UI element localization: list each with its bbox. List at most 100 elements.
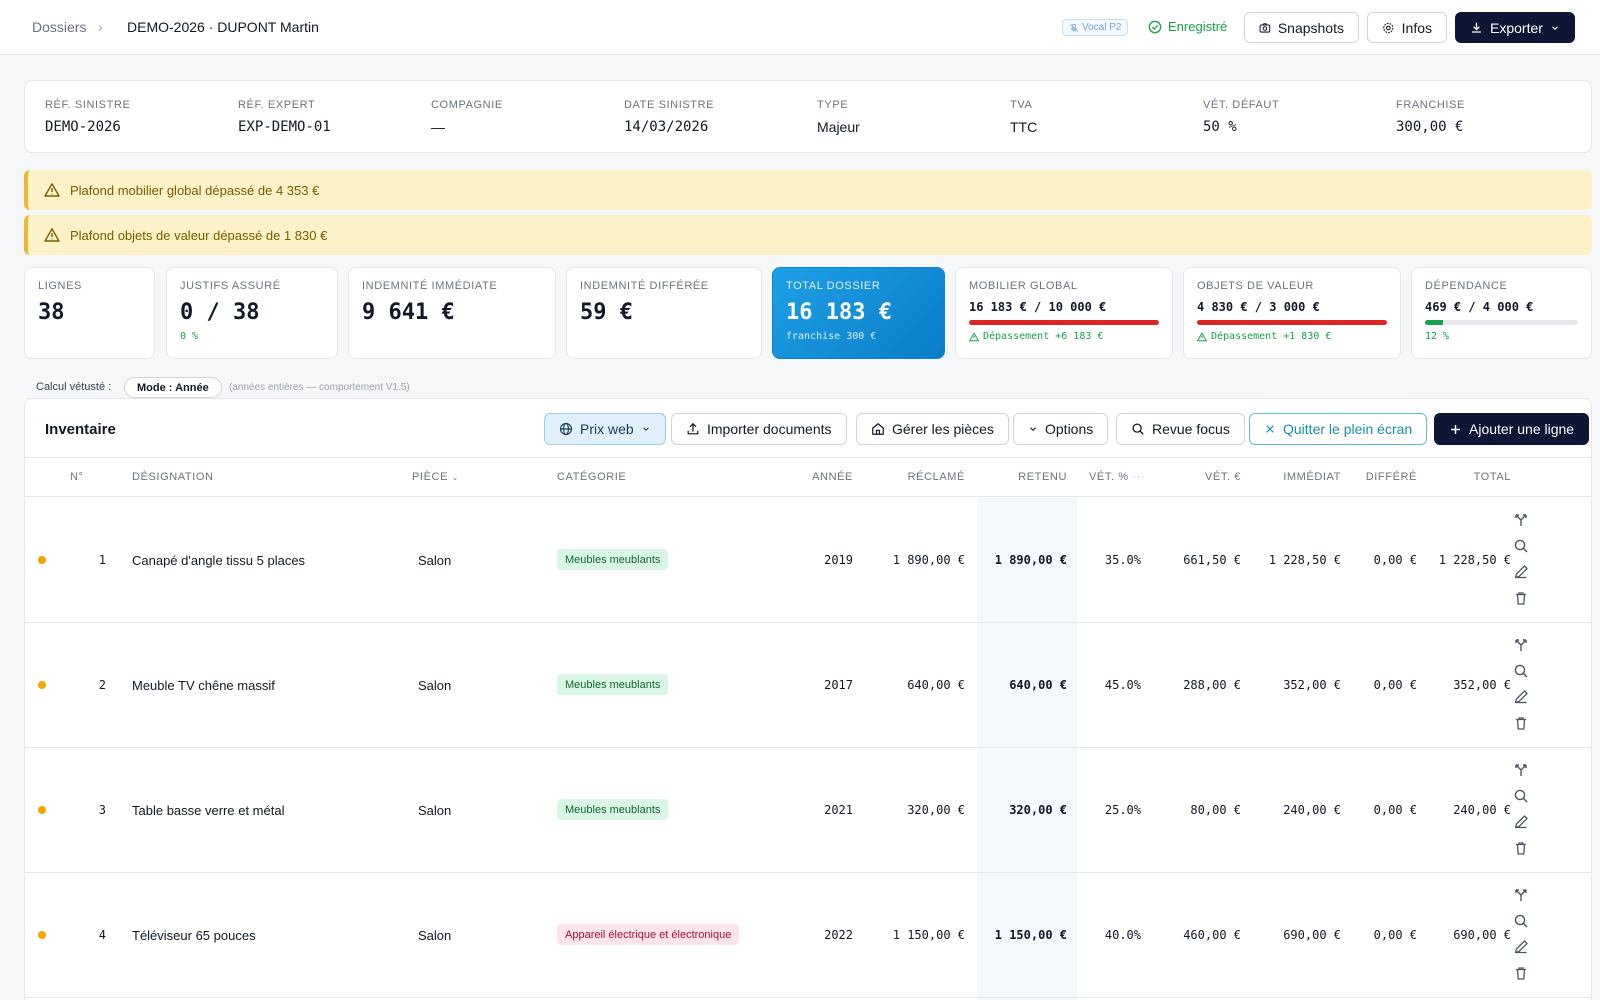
ref-tva: TVA TTC	[1010, 99, 1037, 135]
col-retenu[interactable]: RETENU	[1018, 471, 1067, 483]
split-icon[interactable]	[1513, 762, 1529, 778]
pencil-icon[interactable]	[1513, 814, 1529, 830]
table-row[interactable]: 1 Canapé d'angle tissu 5 places Salon 2019 1…	[25, 498, 1591, 623]
pencil-icon[interactable]	[1513, 564, 1529, 580]
col-total[interactable]: TOTAL	[1473, 471, 1511, 483]
cell-piece: Salon	[418, 553, 452, 568]
infos-button-label: Infos	[1401, 19, 1432, 36]
stat-label: INDEMNITÉ DIFFÉRÉE	[580, 280, 709, 292]
importer-documents-button[interactable]: Importer documents	[671, 413, 847, 445]
ref-franchise: FRANCHISE 300,00 €	[1396, 99, 1465, 135]
progress-bar	[1425, 320, 1578, 325]
col-categorie[interactable]: CATÉGORIE	[557, 471, 627, 483]
progress-bar	[1197, 320, 1387, 325]
table-row[interactable]: 4 Téléviseur 65 pouces Salon 2022 1 150,00 €…	[25, 873, 1591, 998]
trash-icon[interactable]	[1513, 590, 1529, 606]
stat-label: LIGNES	[38, 280, 82, 292]
retenu-column-highlight	[977, 498, 1077, 1000]
stat-mobilier-global: MOBILIER GLOBAL 16 183 € / 10 000 € Dépa…	[955, 267, 1173, 359]
col-annee[interactable]: ANNÉE	[812, 471, 853, 483]
search-icon[interactable]	[1513, 913, 1529, 929]
table-row[interactable]: 2 Meuble TV chêne massif Salon 2017 640,00 €…	[25, 623, 1591, 748]
cell-immediat: 690,00 €	[1283, 928, 1341, 942]
cell-designation: Meuble TV chêne massif	[132, 678, 275, 693]
stat-label: TOTAL DOSSIER	[786, 280, 881, 292]
chevron-down-icon	[1552, 25, 1558, 30]
ref-label: DATE SINISTRE	[624, 99, 715, 111]
pencil-icon[interactable]	[1513, 689, 1529, 705]
cell-differe: 0,00 €	[1373, 678, 1417, 692]
stat-label: MOBILIER GLOBAL	[969, 280, 1078, 292]
options-label: Options	[1045, 421, 1094, 437]
globe-icon	[559, 422, 573, 436]
trash-icon[interactable]	[1513, 965, 1529, 981]
ajouter-ligne-button[interactable]: Ajouter une ligne	[1434, 413, 1590, 445]
col-vet-eur[interactable]: VÉT. €	[1204, 471, 1241, 483]
status-dot	[38, 806, 46, 814]
search-icon[interactable]	[1513, 538, 1529, 554]
col-immediat[interactable]: IMMÉDIAT	[1283, 471, 1341, 483]
col-differe[interactable]: DIFFÉRÉ	[1365, 471, 1417, 483]
cell-vet-eur: 661,50 €	[1183, 553, 1241, 567]
revue-focus-button[interactable]: Revue focus	[1116, 413, 1245, 445]
split-icon[interactable]	[1513, 512, 1529, 528]
cell-num: 3	[98, 803, 106, 817]
cell-total: 1 228,50 €	[1438, 553, 1511, 567]
cell-annee: 2022	[824, 928, 853, 942]
prix-web-label: Prix web	[580, 421, 634, 437]
export-button[interactable]: Exporter	[1455, 12, 1575, 43]
cell-designation: Canapé d'angle tissu 5 places	[132, 553, 306, 568]
prix-web-button[interactable]: Prix web	[544, 413, 666, 445]
cell-differe: 0,00 €	[1373, 553, 1417, 567]
quitter-plein-ecran-button[interactable]: Quitter le plein écran	[1249, 413, 1428, 445]
ref-value: —	[431, 119, 445, 135]
cell-vet-pct: 45.0%	[1104, 678, 1141, 692]
snapshots-button[interactable]: Snapshots	[1244, 12, 1359, 43]
search-icon[interactable]	[1513, 663, 1529, 679]
cell-total: 352,00 €	[1453, 678, 1511, 692]
quitter-plein-ecran-label: Quitter le plein écran	[1283, 421, 1413, 437]
cell-piece: Salon	[418, 678, 452, 693]
table-row[interactable]: 3 Table basse verre et métal Salon 2021 320,…	[25, 748, 1591, 873]
gerer-pieces-button[interactable]: Gérer les pièces	[856, 413, 1009, 445]
col-vet-pct[interactable]: VÉT. % ···	[1089, 471, 1145, 483]
ajouter-ligne-label: Ajouter une ligne	[1469, 421, 1575, 437]
alert-plafond-objets-valeur: Plafond objets de valeur dépassé de 1 83…	[24, 215, 1592, 255]
stat-lignes: LIGNES 38	[24, 267, 155, 359]
ref-value: Majeur	[817, 119, 860, 135]
stat-warning-text: Dépassement +6 183 €	[983, 331, 1104, 342]
col-piece[interactable]: PIÈCE ⌄	[412, 471, 459, 483]
status-dot	[38, 931, 46, 939]
col-reclame[interactable]: RÉCLAMÉ	[907, 471, 965, 483]
vetuste-mode-toggle[interactable]: Mode : Année	[124, 377, 222, 398]
category-badge: Appareil électrique et électronique	[557, 924, 740, 945]
ref-expert: RÉF. EXPERT EXP-DEMO-01	[238, 99, 331, 135]
vocal-badge-label: Vocal P2	[1082, 22, 1122, 33]
ref-value: TTC	[1010, 119, 1038, 135]
col-piece-label: PIÈCE	[412, 471, 449, 483]
stat-ratio: 4 830 € / 3 000 €	[1197, 300, 1320, 314]
ref-label: TVA	[1010, 99, 1033, 111]
split-icon[interactable]	[1513, 887, 1529, 903]
options-button[interactable]: Options	[1013, 413, 1109, 445]
split-icon[interactable]	[1513, 637, 1529, 653]
trash-icon[interactable]	[1513, 840, 1529, 856]
infos-button[interactable]: Infos	[1367, 12, 1447, 43]
trash-icon[interactable]	[1513, 715, 1529, 731]
revue-focus-label: Revue focus	[1152, 421, 1230, 437]
search-icon[interactable]	[1513, 788, 1529, 804]
cell-num: 1	[98, 553, 106, 567]
category-badge: Meubles meublants	[557, 674, 669, 695]
stat-ratio: 469 € / 4 000 €	[1425, 300, 1534, 314]
vocal-badge: Vocal P2	[1062, 19, 1129, 36]
alert-text: Plafond objets de valeur dépassé de 1 83…	[70, 227, 328, 243]
stat-warning: Dépassement +6 183 €	[969, 331, 1159, 342]
cell-num: 2	[98, 678, 106, 692]
pencil-icon[interactable]	[1513, 939, 1529, 955]
dossier-reference-card: RÉF. SINISTRE DEMO-2026 RÉF. EXPERT EXP-…	[24, 80, 1592, 153]
stat-justifs: JUSTIFS ASSURÉ 0 / 38 0 %	[166, 267, 338, 359]
ref-label: VÉT. DÉFAUT	[1203, 99, 1280, 111]
col-designation[interactable]: DÉSIGNATION	[132, 471, 214, 483]
breadcrumb-root-link[interactable]: Dossiers	[32, 19, 87, 35]
ref-compagnie: COMPAGNIE —	[431, 99, 503, 135]
